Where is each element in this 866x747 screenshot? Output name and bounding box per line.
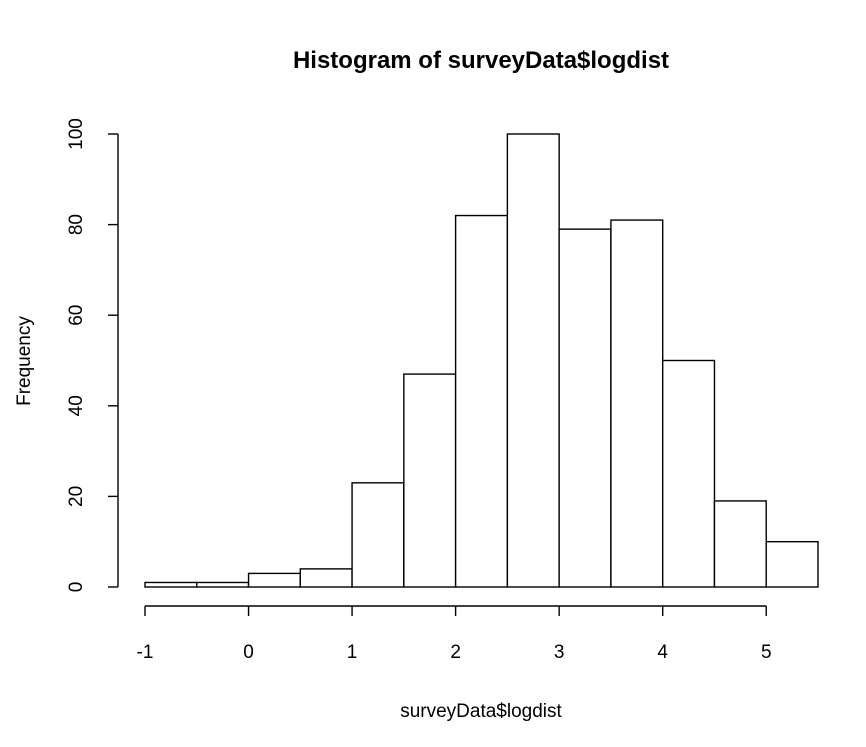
- y-tick-label: 40: [66, 395, 87, 416]
- y-tick-label: 100: [66, 118, 87, 150]
- histogram-bar: [558, 228, 612, 588]
- bars-group: [144, 133, 819, 588]
- x-tick-label: 5: [761, 642, 772, 663]
- histogram-bar: [144, 581, 198, 588]
- chart-title: Histogram of surveyData$logdist: [293, 47, 669, 74]
- histogram-bar: [765, 541, 819, 588]
- x-tick-label: 4: [657, 642, 668, 663]
- x-tick-label: -1: [137, 642, 154, 663]
- histogram-bar: [610, 219, 664, 588]
- histogram-bar: [247, 572, 302, 588]
- histogram-bar: [299, 568, 353, 588]
- x-tick-label: 0: [243, 642, 254, 663]
- x-tick-label: 1: [347, 642, 358, 663]
- x-tick-label: 2: [450, 642, 461, 663]
- histogram-bar: [351, 482, 405, 588]
- y-axis-label: Frequency: [14, 316, 35, 406]
- x-tick-label: 3: [554, 642, 565, 663]
- y-tick-label: 0: [66, 582, 87, 593]
- y-tick-label: 20: [66, 486, 87, 507]
- x-axis: -1 0 1 2 3 4 5: [137, 605, 772, 663]
- y-tick-label: 60: [66, 305, 87, 326]
- y-axis: 0 20 40 60 80 100: [66, 118, 119, 593]
- y-tick-label: 80: [66, 214, 87, 235]
- histogram-bar: [454, 214, 509, 588]
- histogram-bar: [196, 581, 250, 588]
- histogram-bar: [661, 359, 716, 588]
- histogram-bar: [403, 373, 457, 588]
- histogram-bar: [713, 500, 767, 588]
- histogram-bar: [506, 133, 560, 588]
- x-axis-label: surveyData$logdist: [400, 701, 562, 722]
